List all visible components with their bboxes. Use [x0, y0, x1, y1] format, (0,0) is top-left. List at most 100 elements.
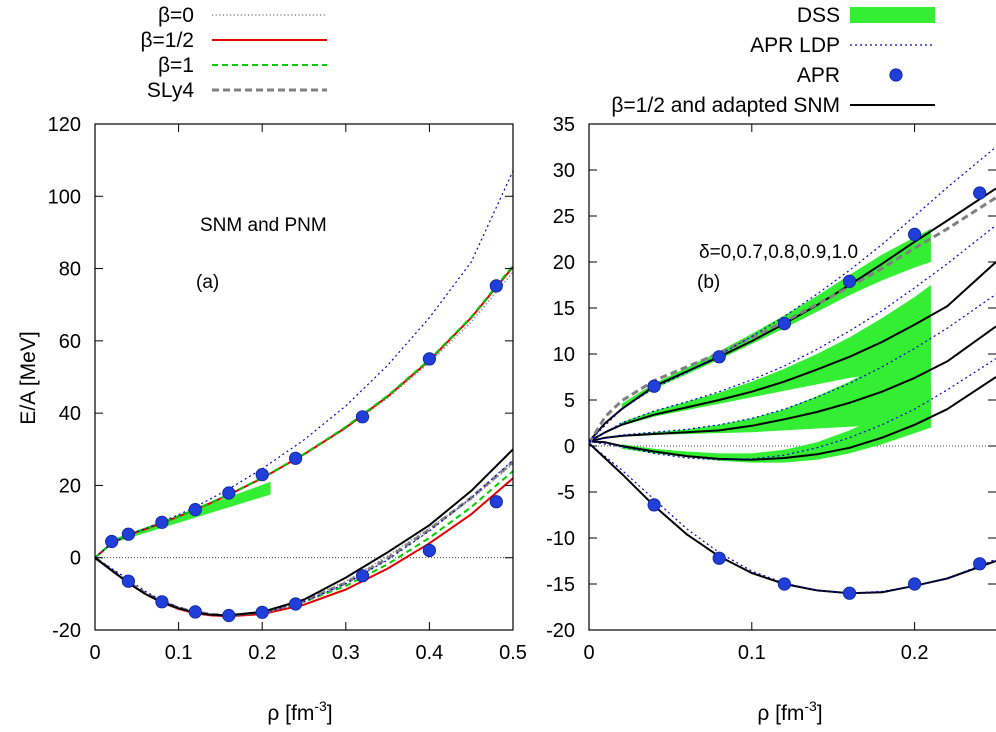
series-line-SNM-1 — [95, 463, 513, 617]
apr-point — [842, 274, 857, 288]
apr-point — [155, 515, 169, 529]
legend-right: DSS APR LDP APR β=1/2 and adapted SNM — [611, 4, 935, 117]
y-tick-label: 80 — [59, 259, 81, 281]
apr-point — [907, 577, 922, 591]
y-tick-label: 0 — [70, 548, 81, 570]
x-tick-label: 0 — [583, 642, 594, 664]
y-tick-label: 15 — [553, 298, 575, 320]
panel-b-frame — [588, 123, 996, 631]
series-line-delta-1.0-5 — [589, 196, 996, 444]
apr-point — [355, 569, 370, 583]
apr-point — [222, 486, 236, 500]
series-line-delta-0.8-8 — [589, 293, 996, 442]
panel-a-label: (a) — [196, 272, 219, 293]
x-tick-label: 0.2 — [901, 642, 929, 664]
y-axis-label: E/A [MeV] — [17, 331, 40, 424]
series-line-delta-1.0-6 — [589, 146, 996, 442]
apr-point — [105, 534, 119, 549]
series-line-SNM-6 — [95, 460, 513, 617]
apr-point — [288, 597, 303, 611]
legend-swatch-point — [889, 68, 903, 82]
apr-point — [842, 586, 857, 600]
apr-point — [489, 279, 503, 293]
apr-point — [489, 495, 503, 509]
series-line-delta-0.9-7 — [589, 224, 996, 442]
apr-point — [777, 577, 792, 591]
series-line-SNM-3 — [95, 477, 513, 618]
apr-point — [777, 316, 792, 331]
series-line-delta-0-10 — [589, 442, 996, 594]
series-line-delta-1.0-0 — [589, 187, 996, 443]
y-tick-label: -20 — [52, 620, 81, 642]
apr-point — [255, 467, 269, 482]
apr-point — [907, 227, 922, 241]
dss-band-delta-0.8 — [621, 333, 931, 437]
legend-label: DSS — [797, 4, 840, 27]
apr-point — [222, 608, 236, 623]
y-tick-label: 60 — [59, 331, 81, 353]
dss-band-delta-0.7 — [621, 390, 931, 463]
y-tick-label: 0 — [564, 436, 575, 458]
x-tick-label: 0.5 — [499, 642, 527, 664]
legend-swatch-band — [850, 7, 935, 23]
apr-point — [647, 379, 661, 393]
panel-b-x-axis-label: ρ [fm-3] — [757, 698, 822, 725]
legend-label: APR LDP — [750, 34, 840, 57]
panel-a-x-axis-label: ρ [fm-3] — [267, 698, 332, 725]
apr-point — [121, 527, 135, 541]
y-tick-label: 10 — [553, 344, 575, 366]
apr-point — [712, 350, 726, 364]
series-line-PNM-4 — [95, 265, 513, 559]
legend-label: β=1/2 and adapted SNM — [611, 94, 840, 117]
series-line-delta-0.7-9 — [589, 358, 996, 461]
x-tick-label: 0.1 — [738, 642, 766, 664]
y-tick-label: -10 — [546, 528, 575, 550]
series-line-delta-0-4 — [589, 442, 996, 595]
apr-point — [188, 605, 202, 619]
series-line-delta-0.9-1 — [589, 261, 996, 443]
apr-point — [255, 605, 269, 619]
y-tick-label: 25 — [553, 206, 575, 228]
y-tick-label: 5 — [564, 390, 575, 412]
y-tick-label: -5 — [557, 482, 575, 504]
apr-point — [355, 410, 370, 424]
legend-label: β=1 — [158, 54, 194, 77]
series-line-PNM-7 — [95, 170, 513, 559]
x-tick-label: 0.3 — [332, 642, 360, 664]
panel-b: 0 0.1 0.2 -20 -15 -10 -5 0 5 10 15 20 25 30 35 δ=0,0.7… — [546, 114, 996, 725]
y-tick-label: 20 — [553, 252, 575, 274]
y-tick-label: 120 — [48, 114, 81, 136]
x-tick-label: 0.1 — [165, 642, 193, 664]
apr-point — [121, 574, 135, 588]
y-tick-label: 40 — [59, 403, 81, 425]
panel-a-frame — [94, 123, 514, 631]
apr-point — [188, 502, 202, 517]
apr-point — [973, 186, 987, 200]
y-tick-label: -20 — [546, 620, 575, 642]
legend-label: β=0 — [158, 4, 194, 27]
x-tick-label: 0 — [89, 642, 100, 664]
legend-label: β=1/2 — [140, 29, 194, 52]
apr-point — [422, 352, 436, 366]
series-line-delta-0.7-3 — [589, 376, 996, 461]
panel-b-label: (b) — [697, 272, 720, 293]
panel-a-annotation: SNM and PNM — [200, 215, 327, 236]
y-tick-label: 20 — [59, 475, 81, 497]
legend-label: SLy4 — [147, 79, 194, 102]
series-line-delta-0.8-2 — [589, 325, 996, 443]
x-tick-label: 0.2 — [248, 642, 276, 664]
dss-band-delta-1.0 — [621, 228, 931, 410]
y-tick-label: 30 — [553, 160, 575, 182]
apr-point — [647, 498, 661, 512]
panel-a: 0 0.1 0.2 0.3 0.4 0.5 -20 0 20 40 60 80 100 120 SNM a… — [17, 114, 527, 725]
apr-point — [155, 595, 169, 609]
series-line-SNM-5 — [95, 470, 513, 617]
apr-point — [288, 451, 303, 465]
y-tick-label: -15 — [546, 574, 575, 596]
apr-point — [422, 543, 436, 558]
x-tick-label: 0.4 — [415, 642, 443, 664]
series-line-SNM-8 — [95, 459, 513, 617]
y-tick-label: 35 — [553, 114, 575, 136]
